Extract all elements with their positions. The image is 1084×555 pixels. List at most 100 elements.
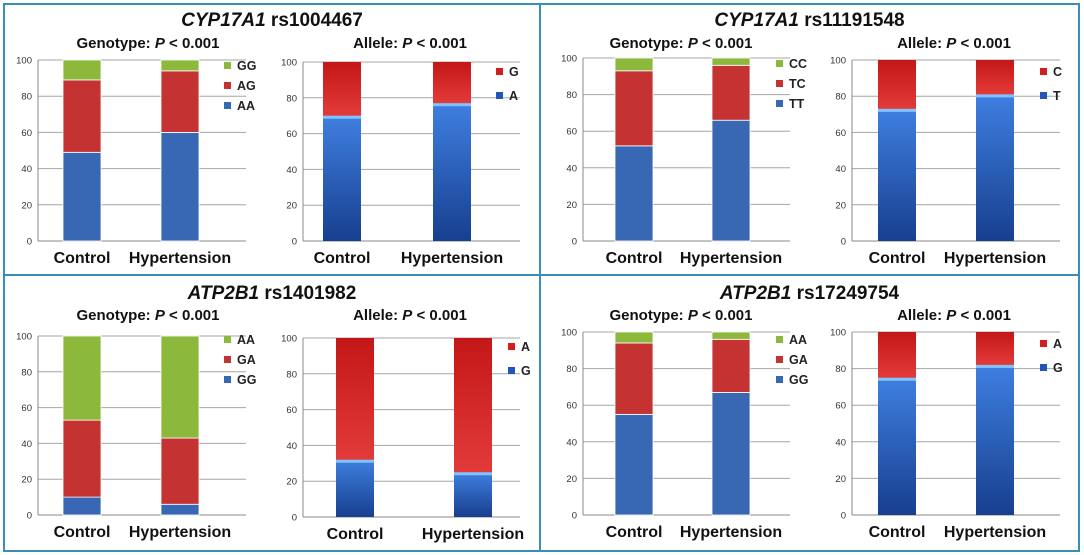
bar-tc-hypertension xyxy=(711,64,751,121)
y-tick-label: 20 xyxy=(835,474,846,485)
bar-gg-control xyxy=(62,59,102,81)
bar-aa-control xyxy=(62,335,102,421)
y-tick-label: 40 xyxy=(566,163,577,174)
legend-label: GA xyxy=(789,353,808,367)
panel-frame-4 xyxy=(539,274,1080,552)
x-category-label: Control xyxy=(606,524,663,541)
x-category-label: Hypertension xyxy=(129,250,231,267)
y-tick-label: 0 xyxy=(572,237,577,248)
legend-label: G xyxy=(1053,361,1063,375)
legend-label: C xyxy=(1053,65,1062,79)
chart-subtitle: Allele: P < 0.001 xyxy=(353,35,467,52)
y-tick-label: 80 xyxy=(21,367,32,378)
legend-swatch xyxy=(224,356,231,363)
legend-label: A xyxy=(1053,337,1062,351)
legend-label: A xyxy=(509,89,518,103)
legend-swatch xyxy=(776,356,783,363)
y-tick-label: 60 xyxy=(21,128,32,139)
legend-label: GG xyxy=(789,373,808,387)
bar-g-hypertension xyxy=(454,472,492,517)
y-tick-label: 0 xyxy=(292,237,297,248)
x-category-label: Hypertension xyxy=(401,250,503,267)
y-tick-label: 20 xyxy=(835,200,846,211)
y-tick-label: 40 xyxy=(21,164,32,175)
bar-cap-highlight xyxy=(323,115,361,119)
y-tick-label: 40 xyxy=(21,439,32,450)
x-category-label: Control xyxy=(869,524,926,541)
y-tick-label: 60 xyxy=(286,405,297,416)
y-tick-label: 0 xyxy=(27,511,32,522)
bar-cap-highlight xyxy=(454,472,492,476)
chart-6: Allele: P < 0.001 0 20 40 60 80 100 Control Hype… xyxy=(281,307,531,543)
x-category-label: Hypertension xyxy=(129,524,231,541)
y-tick-label: 0 xyxy=(841,511,846,522)
bar-cc-control xyxy=(614,57,654,72)
legend-label: G xyxy=(521,364,531,378)
bar-ag-control xyxy=(62,79,102,153)
y-tick-label: 60 xyxy=(566,127,577,138)
chart-subtitle: Allele: P < 0.001 xyxy=(897,307,1011,324)
bar-aa-hypertension xyxy=(711,331,751,340)
bar-cap-highlight xyxy=(336,459,374,463)
chart-5: Genotype: P < 0.001 0 20 40 60 80 100 Control Hy… xyxy=(16,307,256,541)
x-category-label: Hypertension xyxy=(422,526,524,543)
legend-label: AG xyxy=(237,79,256,93)
legend-label: TC xyxy=(789,77,806,91)
bar-ga-hypertension xyxy=(160,437,200,505)
x-category-label: Hypertension xyxy=(680,250,782,267)
bar-g-hypertension xyxy=(976,364,1014,515)
bar-gg-hypertension xyxy=(160,503,200,516)
chart-subtitle: Allele: P < 0.001 xyxy=(353,307,467,324)
snp-id: rs17249754 xyxy=(796,283,900,304)
y-tick-label: 60 xyxy=(566,401,577,412)
y-tick-label: 40 xyxy=(566,437,577,448)
legend-swatch xyxy=(224,336,231,343)
y-tick-label: 60 xyxy=(835,128,846,139)
panel-title-2: CYP17A1 rs11191548 xyxy=(539,10,1080,32)
bar-gg-hypertension xyxy=(160,59,200,72)
x-category-label: Control xyxy=(54,250,111,267)
bar-aa-hypertension xyxy=(160,131,200,242)
panel-title-1: CYP17A1 rs1004467 xyxy=(3,10,541,32)
y-tick-label: 80 xyxy=(21,92,32,103)
bar-c-control xyxy=(878,60,916,109)
y-tick-label: 80 xyxy=(286,93,297,104)
x-category-label: Control xyxy=(606,250,663,267)
bar-aa-control xyxy=(62,151,102,242)
chart-3: Genotype: P < 0.001 0 20 40 60 80 100 Control Hy… xyxy=(561,35,807,267)
bar-a-control xyxy=(323,115,361,241)
snp-id: rs1004467 xyxy=(270,10,363,31)
y-tick-label: 40 xyxy=(835,164,846,175)
chart-subtitle: Genotype: P < 0.001 xyxy=(610,35,753,52)
bar-a-control xyxy=(336,338,374,460)
bar-aa-hypertension xyxy=(160,335,200,439)
x-category-label: Hypertension xyxy=(944,250,1046,267)
x-category-label: Control xyxy=(314,250,371,267)
snp-id: rs1401982 xyxy=(264,283,357,304)
bar-aa-control xyxy=(614,331,654,344)
x-category-label: Hypertension xyxy=(944,524,1046,541)
legend-swatch xyxy=(776,376,783,383)
legend-label: G xyxy=(509,65,519,79)
legend-label: GG xyxy=(237,373,256,387)
bar-a-control xyxy=(878,332,916,378)
bar-cc-hypertension xyxy=(711,57,751,66)
legend-swatch xyxy=(224,376,231,383)
y-tick-label: 0 xyxy=(572,511,577,522)
legend-label: AA xyxy=(237,333,255,347)
y-tick-label: 0 xyxy=(841,237,846,248)
y-tick-label: 100 xyxy=(830,328,846,339)
legend-swatch xyxy=(776,100,783,107)
bar-tt-control xyxy=(614,145,654,242)
y-tick-label: 20 xyxy=(566,200,577,211)
panel-title-4: ATP2B1 rs17249754 xyxy=(539,283,1080,305)
y-tick-label: 60 xyxy=(835,401,846,412)
x-category-label: Control xyxy=(54,524,111,541)
chart-4: Allele: P < 0.001 0 20 40 60 80 100 Control Hype… xyxy=(830,35,1062,267)
snp-id: rs11191548 xyxy=(804,10,905,31)
gene-name: CYP17A1 xyxy=(714,10,799,31)
y-tick-label: 100 xyxy=(281,58,297,69)
y-tick-label: 40 xyxy=(835,437,846,448)
bar-tc-control xyxy=(614,70,654,147)
bar-g-control xyxy=(323,62,361,116)
